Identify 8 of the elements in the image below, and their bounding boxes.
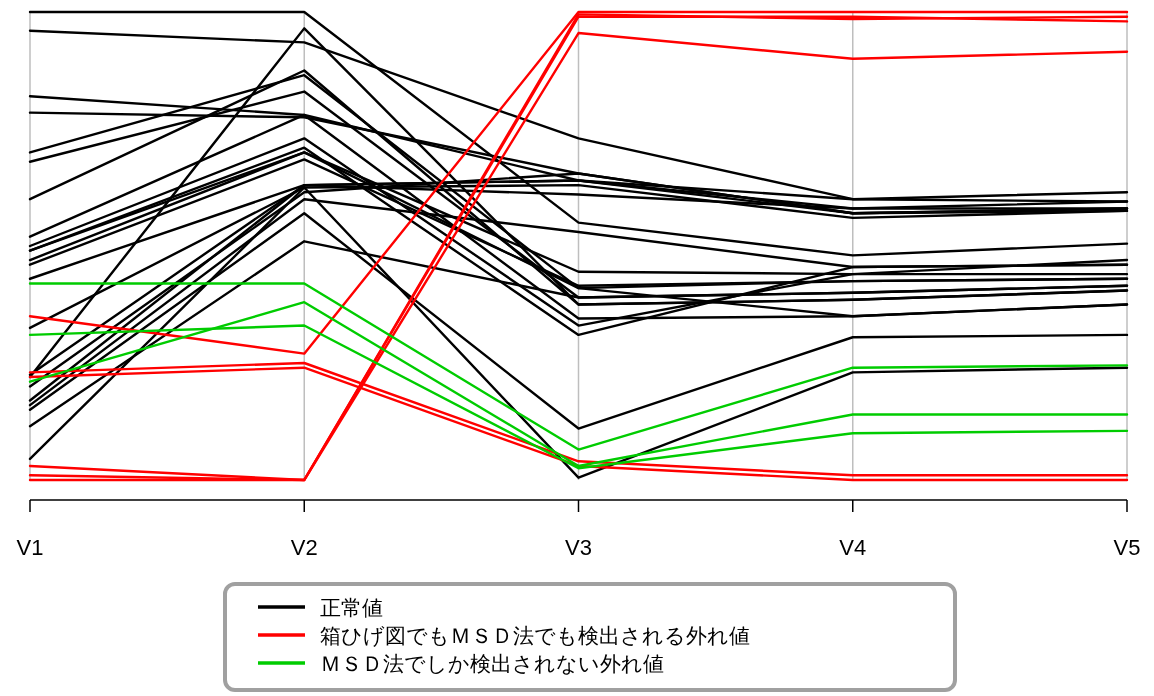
legend-label: ＭＳＤ法でしか検出されない外れ値 — [320, 652, 664, 676]
x-tick-label: V3 — [565, 535, 592, 560]
x-tick-label: V5 — [1113, 535, 1141, 560]
x-tick-label: V2 — [290, 535, 318, 560]
x-tick-label: V4 — [839, 535, 867, 560]
legend-label: 箱ひげ図でもＭＳＤ法でも検出される外れ値 — [320, 624, 750, 648]
legend-label: 正常値 — [320, 596, 383, 620]
x-tick-label: V1 — [16, 535, 44, 560]
